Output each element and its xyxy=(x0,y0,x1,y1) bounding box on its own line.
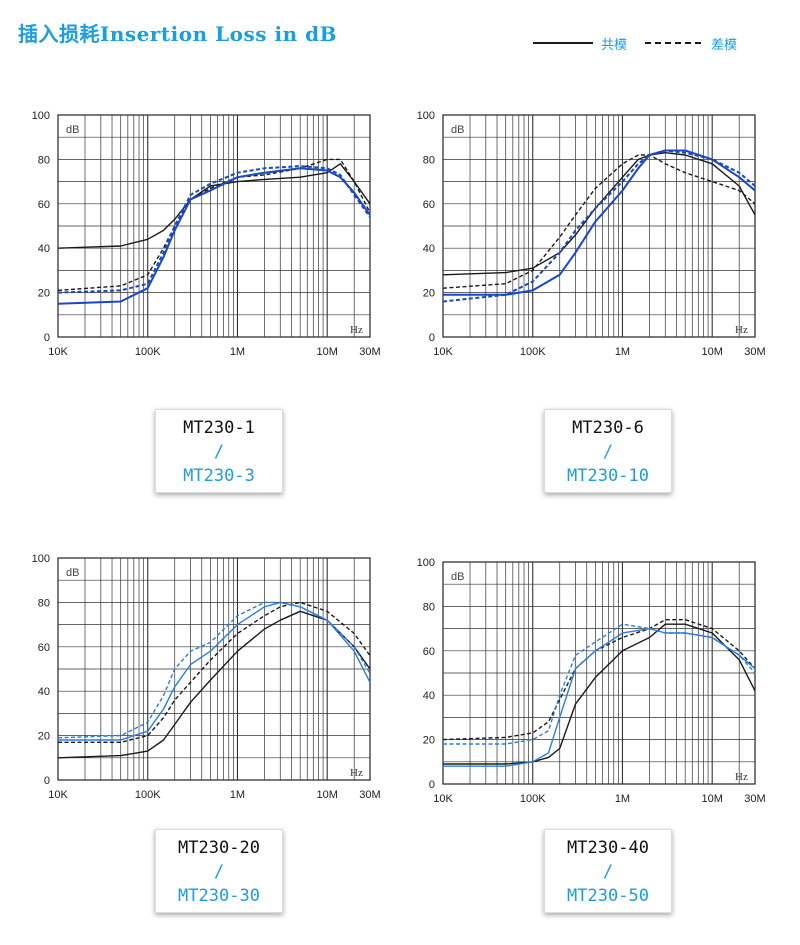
x-tick-label: 1M xyxy=(615,793,630,805)
y-tick-label: 20 xyxy=(38,731,50,743)
y-tick-label: 60 xyxy=(423,646,435,658)
model-card-3: MT230-20 / MT230-30 xyxy=(155,829,283,913)
y-tick-label: 0 xyxy=(429,332,435,344)
model-separator: / xyxy=(602,862,614,882)
x-tick-label: 10M xyxy=(701,346,722,358)
insertion-loss-chart-2: 0 20 40 60 80 100 10K 100K 1M 10M 30M dB Hz xyxy=(405,105,775,363)
chart-legend: 共模 差模 xyxy=(533,34,793,54)
chart-svg: 0 20 40 60 80 100 10K 100K 1M 10M 30M dB Hz xyxy=(32,110,381,358)
legend-solid-label: 共模 xyxy=(601,38,628,53)
y-tick-label: 40 xyxy=(38,243,50,255)
y-tick-label: 100 xyxy=(417,557,435,569)
y-tick-label: 60 xyxy=(38,642,50,654)
model-name-common: MT230-40 xyxy=(567,838,649,858)
y-tick-label: 80 xyxy=(423,154,435,166)
model-card-1: MT230-1 / MT230-3 xyxy=(155,409,283,493)
x-tick-label: 10M xyxy=(701,793,722,805)
y-tick-label: 80 xyxy=(38,597,50,609)
series-line-4 xyxy=(442,149,756,303)
y-tick-label: 0 xyxy=(44,332,50,344)
x-tick-label: 10K xyxy=(433,793,453,805)
y-tick-label: 40 xyxy=(423,243,435,255)
series-line-2 xyxy=(58,601,371,744)
insertion-loss-chart-1: 0 20 40 60 80 100 10K 100K 1M 10M 30M dB Hz xyxy=(20,105,390,363)
series-line-4 xyxy=(443,623,756,745)
y-tick-label: 60 xyxy=(423,199,435,211)
model-name-common: MT230-20 xyxy=(178,838,260,858)
x-tick-label: 1M xyxy=(230,346,245,358)
y-tick-label: 40 xyxy=(423,690,435,702)
x-unit-label: Hz xyxy=(350,324,363,336)
y-tick-label: 60 xyxy=(38,199,50,211)
y-tick-label: 20 xyxy=(423,735,435,747)
series-line-2 xyxy=(442,618,756,741)
y-unit-label: dB xyxy=(451,571,464,583)
model-name-alt: MT230-10 xyxy=(567,466,649,486)
model-separator: / xyxy=(602,442,614,462)
x-tick-label: 30M xyxy=(744,793,765,805)
model-separator: / xyxy=(213,862,225,882)
legend-solid-line-swatch xyxy=(533,42,593,44)
y-tick-label: 100 xyxy=(32,553,50,565)
y-tick-label: 0 xyxy=(44,775,50,787)
series-line-3 xyxy=(443,627,756,767)
x-unit-label: Hz xyxy=(735,324,748,336)
x-tick-label: 30M xyxy=(359,789,380,801)
model-name-common: MT230-1 xyxy=(183,418,255,438)
x-tick-label: 10M xyxy=(316,789,337,801)
chart-svg: 0 20 40 60 80 100 10K 100K 1M 10M 30M dB Hz xyxy=(417,557,766,805)
model-name-alt: MT230-50 xyxy=(567,886,649,906)
x-tick-label: 100K xyxy=(135,789,161,801)
y-tick-label: 40 xyxy=(38,686,50,698)
x-tick-label: 100K xyxy=(520,346,546,358)
x-tick-label: 1M xyxy=(230,789,245,801)
x-tick-label: 10K xyxy=(433,346,453,358)
y-tick-label: 80 xyxy=(423,601,435,613)
x-unit-label: Hz xyxy=(735,771,748,783)
model-card-2: MT230-6 / MT230-10 xyxy=(544,409,672,493)
y-unit-label: dB xyxy=(451,124,464,136)
x-tick-label: 30M xyxy=(359,346,380,358)
legend-dashed-line-swatch xyxy=(645,42,701,44)
x-tick-label: 100K xyxy=(520,793,546,805)
model-name-alt: MT230-3 xyxy=(183,466,255,486)
model-name-alt: MT230-30 xyxy=(178,886,260,906)
series-line-3 xyxy=(57,167,371,305)
y-tick-label: 100 xyxy=(417,110,435,122)
x-tick-label: 10K xyxy=(48,789,68,801)
series-line-4 xyxy=(57,601,371,739)
page-title: 插入损耗Insertion Loss in dB xyxy=(18,22,337,46)
y-tick-label: 100 xyxy=(32,110,50,122)
insertion-loss-chart-4: 0 20 40 60 80 100 10K 100K 1M 10M 30M dB Hz xyxy=(405,552,775,810)
x-tick-label: 10K xyxy=(48,346,68,358)
y-unit-label: dB xyxy=(66,567,79,579)
insertion-loss-chart-3: 0 20 40 60 80 100 10K 100K 1M 10M 30M dB Hz xyxy=(20,548,390,806)
y-tick-label: 80 xyxy=(38,154,50,166)
x-unit-label: Hz xyxy=(350,767,363,779)
x-tick-label: 1M xyxy=(615,346,630,358)
model-card-4: MT230-40 / MT230-50 xyxy=(544,829,672,913)
chart-svg: 0 20 40 60 80 100 10K 100K 1M 10M 30M dB Hz xyxy=(417,110,766,358)
x-tick-label: 10M xyxy=(316,346,337,358)
model-name-common: MT230-6 xyxy=(572,418,644,438)
chart-svg: 0 20 40 60 80 100 10K 100K 1M 10M 30M dB Hz xyxy=(32,553,381,801)
legend-dashed-label: 差模 xyxy=(711,38,738,53)
y-tick-label: 20 xyxy=(38,288,50,300)
y-tick-label: 20 xyxy=(423,288,435,300)
x-tick-label: 30M xyxy=(744,346,765,358)
y-unit-label: dB xyxy=(66,124,79,136)
x-tick-label: 100K xyxy=(135,346,161,358)
series-line-2 xyxy=(442,154,756,289)
model-separator: / xyxy=(213,442,225,462)
y-tick-label: 0 xyxy=(429,779,435,791)
